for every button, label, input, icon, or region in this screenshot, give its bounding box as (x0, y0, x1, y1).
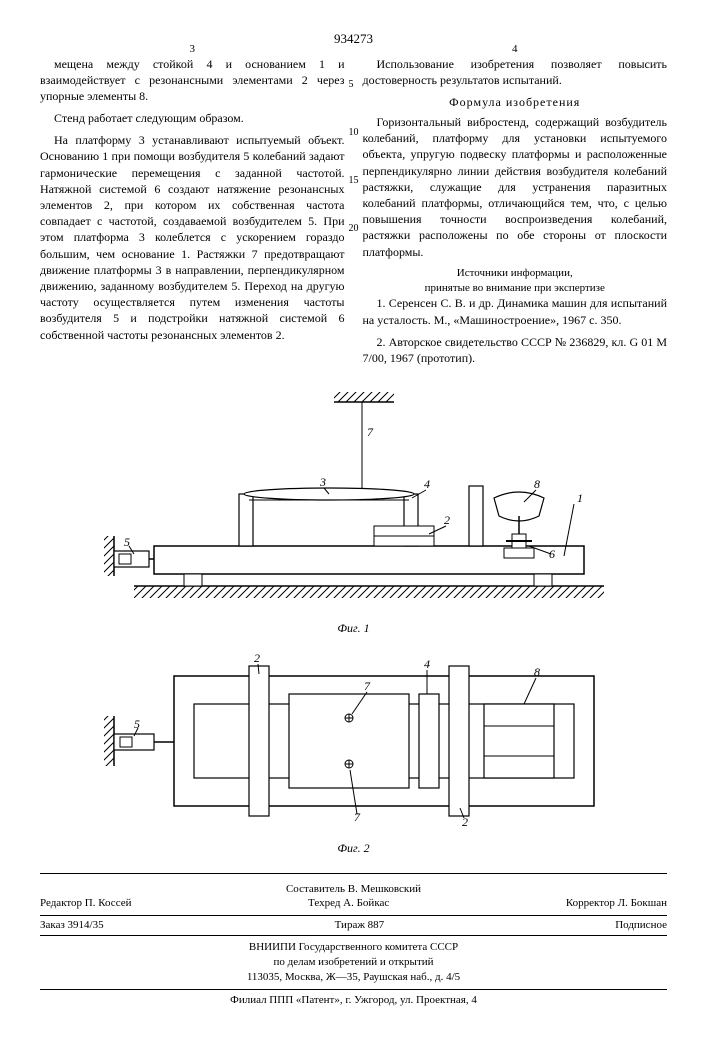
corrector-credit: Корректор Л. Бокшан (566, 896, 667, 911)
sources-heading: Источники информации, принятые во вниман… (363, 266, 668, 296)
line-number: 10 (349, 126, 359, 140)
print-run: Тираж 887 (335, 918, 385, 933)
editor-credit: Редактор П. Коссей (40, 896, 131, 911)
svg-text:7: 7 (354, 810, 361, 824)
svg-text:2: 2 (444, 513, 450, 527)
reference-item: 2. Авторское свидетельство СССР № 236829… (363, 334, 668, 366)
svg-text:8: 8 (534, 665, 540, 679)
sources-heading-line: Источники информации, (457, 267, 573, 279)
figure-2-caption: Фиг. 2 (40, 840, 667, 856)
formula-text: Горизонтальный вибростенд, содержащий во… (363, 114, 668, 260)
svg-text:1: 1 (577, 491, 583, 505)
figure-1: 7 3 4 2 8 1 6 5 (74, 386, 634, 616)
document-number: 934273 (40, 30, 667, 48)
subscription-mark: Подписное (615, 918, 667, 933)
svg-text:2: 2 (254, 651, 260, 665)
formula-heading: Формула изобретения (363, 94, 668, 110)
body-paragraph: Использование изобретения позволяет повы… (363, 56, 668, 88)
figure-2: 5 2 7 4 8 7 2 (74, 646, 634, 836)
org-line: по делам изобретений и открытий (273, 956, 433, 968)
figures-block: 7 3 4 2 8 1 6 5 Фиг. 1 5 2 7 4 8 7 2 (40, 386, 667, 856)
page-number-right: 4 (512, 42, 518, 57)
org-address: 113035, Москва, Ж—35, Раушская наб., д. … (247, 971, 460, 983)
body-paragraph: мещена между стойкой 4 и основанием 1 и … (40, 56, 345, 105)
left-column: 3 мещена между стойкой 4 и основанием 1 … (40, 56, 345, 373)
svg-text:4: 4 (424, 657, 430, 671)
reference-item: 1. Серенсен С. В. и др. Динамика машин д… (363, 295, 668, 327)
right-column: 4 5 10 15 20 Использование изобретения п… (363, 56, 668, 373)
body-paragraph: Стенд работает следующим образом. (40, 110, 345, 126)
text-columns: 3 мещена между стойкой 4 и основанием 1 … (40, 56, 667, 373)
sources-heading-line: принятые во внимание при экспертизе (425, 282, 605, 294)
line-number: 20 (349, 222, 359, 236)
imprint-block: Составитель В. Мешковский Редактор П. Ко… (40, 873, 667, 1008)
svg-text:3: 3 (319, 475, 326, 489)
compiler-credit: Составитель В. Мешковский (40, 882, 667, 897)
line-number: 5 (349, 78, 354, 92)
svg-text:4: 4 (424, 477, 430, 491)
figure-1-caption: Фиг. 1 (40, 620, 667, 636)
svg-text:7: 7 (364, 679, 371, 693)
svg-text:2: 2 (462, 815, 468, 829)
branch-address: Филиал ППП «Патент», г. Ужгород, ул. Про… (40, 989, 667, 1008)
org-line: ВНИИПИ Государственного комитета СССР (249, 941, 458, 953)
svg-text:7: 7 (367, 425, 374, 439)
line-number: 15 (349, 174, 359, 188)
tech-credit: Техред А. Бойкас (308, 896, 389, 911)
svg-text:8: 8 (534, 477, 540, 491)
order-number: Заказ 3914/35 (40, 918, 104, 933)
body-paragraph: На платформу 3 устанавливают испытуемый … (40, 132, 345, 342)
publisher-org: ВНИИПИ Государственного комитета СССР по… (40, 940, 667, 985)
page-number-left: 3 (190, 42, 196, 57)
